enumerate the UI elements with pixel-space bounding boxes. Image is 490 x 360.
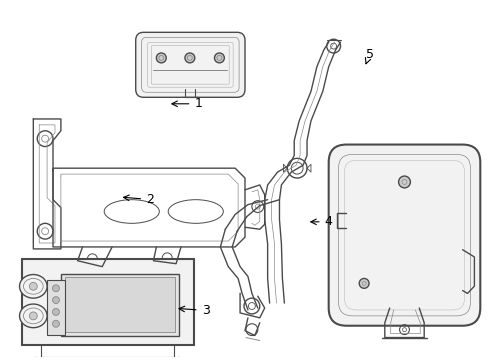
Text: 1: 1 [172, 97, 202, 110]
Circle shape [215, 53, 224, 63]
FancyBboxPatch shape [136, 32, 245, 97]
Bar [61, 274, 179, 336]
Bar [47, 280, 65, 334]
Bar [22, 259, 194, 345]
Bar [65, 278, 175, 332]
Circle shape [52, 309, 59, 315]
Circle shape [52, 285, 59, 292]
Circle shape [359, 278, 369, 288]
Circle shape [185, 53, 195, 63]
Circle shape [52, 297, 59, 303]
Ellipse shape [20, 275, 47, 298]
FancyBboxPatch shape [329, 145, 480, 326]
Circle shape [29, 312, 37, 320]
Circle shape [156, 53, 166, 63]
Circle shape [52, 320, 59, 327]
Ellipse shape [20, 304, 47, 328]
Text: 3: 3 [179, 304, 209, 317]
Text: 2: 2 [123, 193, 154, 206]
Circle shape [398, 176, 411, 188]
Circle shape [29, 282, 37, 290]
Text: 5: 5 [366, 48, 373, 64]
Text: 4: 4 [311, 215, 333, 228]
